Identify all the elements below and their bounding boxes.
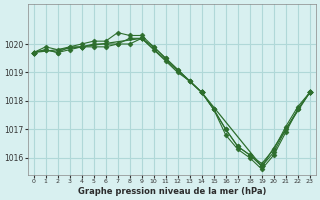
X-axis label: Graphe pression niveau de la mer (hPa): Graphe pression niveau de la mer (hPa) bbox=[77, 187, 266, 196]
